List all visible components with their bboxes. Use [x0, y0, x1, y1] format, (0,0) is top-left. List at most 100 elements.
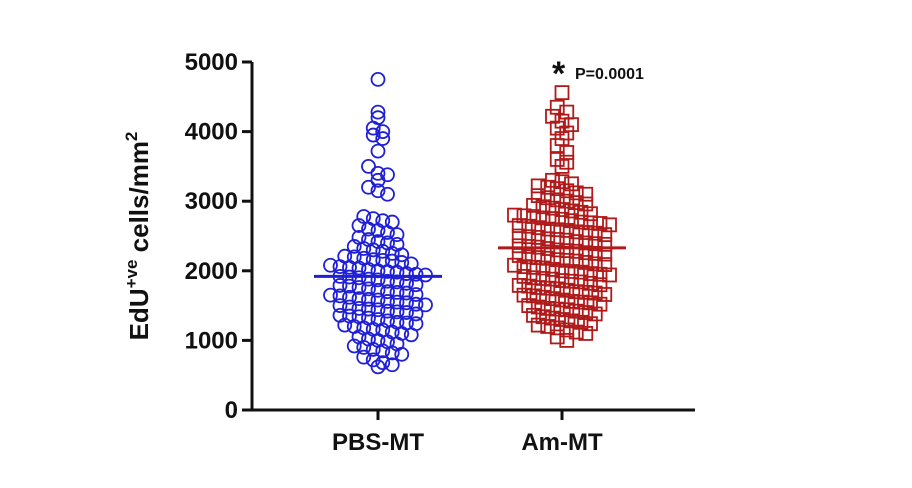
data-point — [351, 218, 367, 233]
data-point — [526, 197, 541, 213]
data-point — [516, 259, 532, 275]
data-point — [511, 238, 527, 254]
data-point — [597, 287, 613, 302]
data-point — [545, 211, 560, 227]
data-point — [521, 229, 537, 245]
data-point — [365, 342, 381, 357]
data-point — [365, 120, 381, 136]
data-point — [526, 259, 541, 275]
data-point — [578, 225, 594, 240]
data-point — [545, 291, 560, 307]
data-point — [578, 245, 594, 261]
data-point — [545, 262, 560, 277]
data-point — [380, 167, 395, 183]
y-axis-label-superscript: +ve — [122, 260, 141, 289]
data-point — [332, 298, 348, 314]
data-point — [559, 332, 575, 348]
data-point — [564, 294, 579, 309]
data-point — [389, 284, 405, 300]
data-point — [356, 349, 372, 365]
data-point — [375, 355, 391, 371]
data-point — [568, 324, 584, 340]
data-point — [507, 207, 522, 223]
y-tick-label: 4000 — [185, 119, 238, 146]
data-point — [583, 275, 598, 291]
data-point — [361, 179, 376, 195]
data-point — [370, 183, 386, 199]
data-point — [408, 266, 424, 282]
data-point — [583, 266, 598, 281]
data-point — [370, 104, 386, 120]
data-point — [559, 243, 575, 259]
data-point — [549, 329, 565, 345]
data-point — [375, 131, 391, 146]
data-point — [535, 289, 551, 305]
data-point — [370, 223, 386, 238]
data-point — [578, 196, 594, 212]
data-point — [380, 284, 395, 300]
data-point — [568, 224, 584, 240]
data-point — [554, 211, 570, 227]
data-point — [549, 192, 565, 208]
data-point — [375, 343, 391, 359]
data-point — [530, 188, 546, 204]
data-point — [549, 252, 565, 268]
data-point — [511, 278, 527, 293]
data-point — [370, 272, 386, 288]
data-point — [549, 120, 565, 136]
data-point — [587, 236, 603, 252]
data-point — [559, 183, 575, 199]
data-point — [526, 270, 541, 286]
data-point — [521, 249, 537, 265]
data-point — [521, 298, 537, 314]
data-point — [370, 292, 386, 308]
data-point — [545, 310, 560, 326]
data-point — [549, 242, 565, 258]
data-point — [597, 227, 613, 243]
data-point — [592, 266, 608, 282]
data-point — [361, 221, 376, 237]
data-point — [346, 338, 362, 354]
data-point — [592, 296, 608, 312]
data-point — [370, 302, 386, 318]
data-point — [418, 297, 433, 313]
data-point — [549, 320, 565, 336]
data-point — [399, 266, 414, 281]
data-point — [370, 282, 386, 298]
data-point — [530, 299, 546, 315]
data-point — [549, 281, 565, 297]
data-point — [337, 317, 353, 333]
data-point — [573, 214, 589, 230]
data-point — [559, 223, 575, 238]
data-point — [554, 292, 570, 308]
data-point — [384, 357, 400, 373]
data-point — [564, 117, 579, 133]
data-point — [511, 218, 527, 233]
data-point — [564, 313, 579, 329]
data-point — [564, 264, 579, 279]
data-point — [568, 284, 584, 300]
data-point — [554, 158, 570, 174]
data-point — [540, 190, 556, 206]
data-point — [342, 299, 357, 315]
data-point — [380, 186, 395, 202]
data-point — [583, 206, 598, 222]
data-point — [559, 302, 575, 318]
data-point — [408, 296, 424, 312]
data-point — [351, 300, 367, 316]
y-tick-label: 2000 — [185, 258, 238, 285]
data-point — [375, 243, 391, 259]
data-point — [507, 257, 522, 273]
data-point — [573, 264, 589, 280]
data-point — [535, 271, 551, 286]
data-point — [568, 195, 584, 210]
data-point — [380, 273, 395, 289]
data-point — [578, 284, 594, 300]
data-point — [342, 259, 357, 275]
data-point — [380, 225, 395, 240]
data-point — [545, 200, 560, 216]
data-point — [583, 316, 598, 332]
data-point — [332, 259, 348, 275]
data-point — [559, 104, 575, 120]
